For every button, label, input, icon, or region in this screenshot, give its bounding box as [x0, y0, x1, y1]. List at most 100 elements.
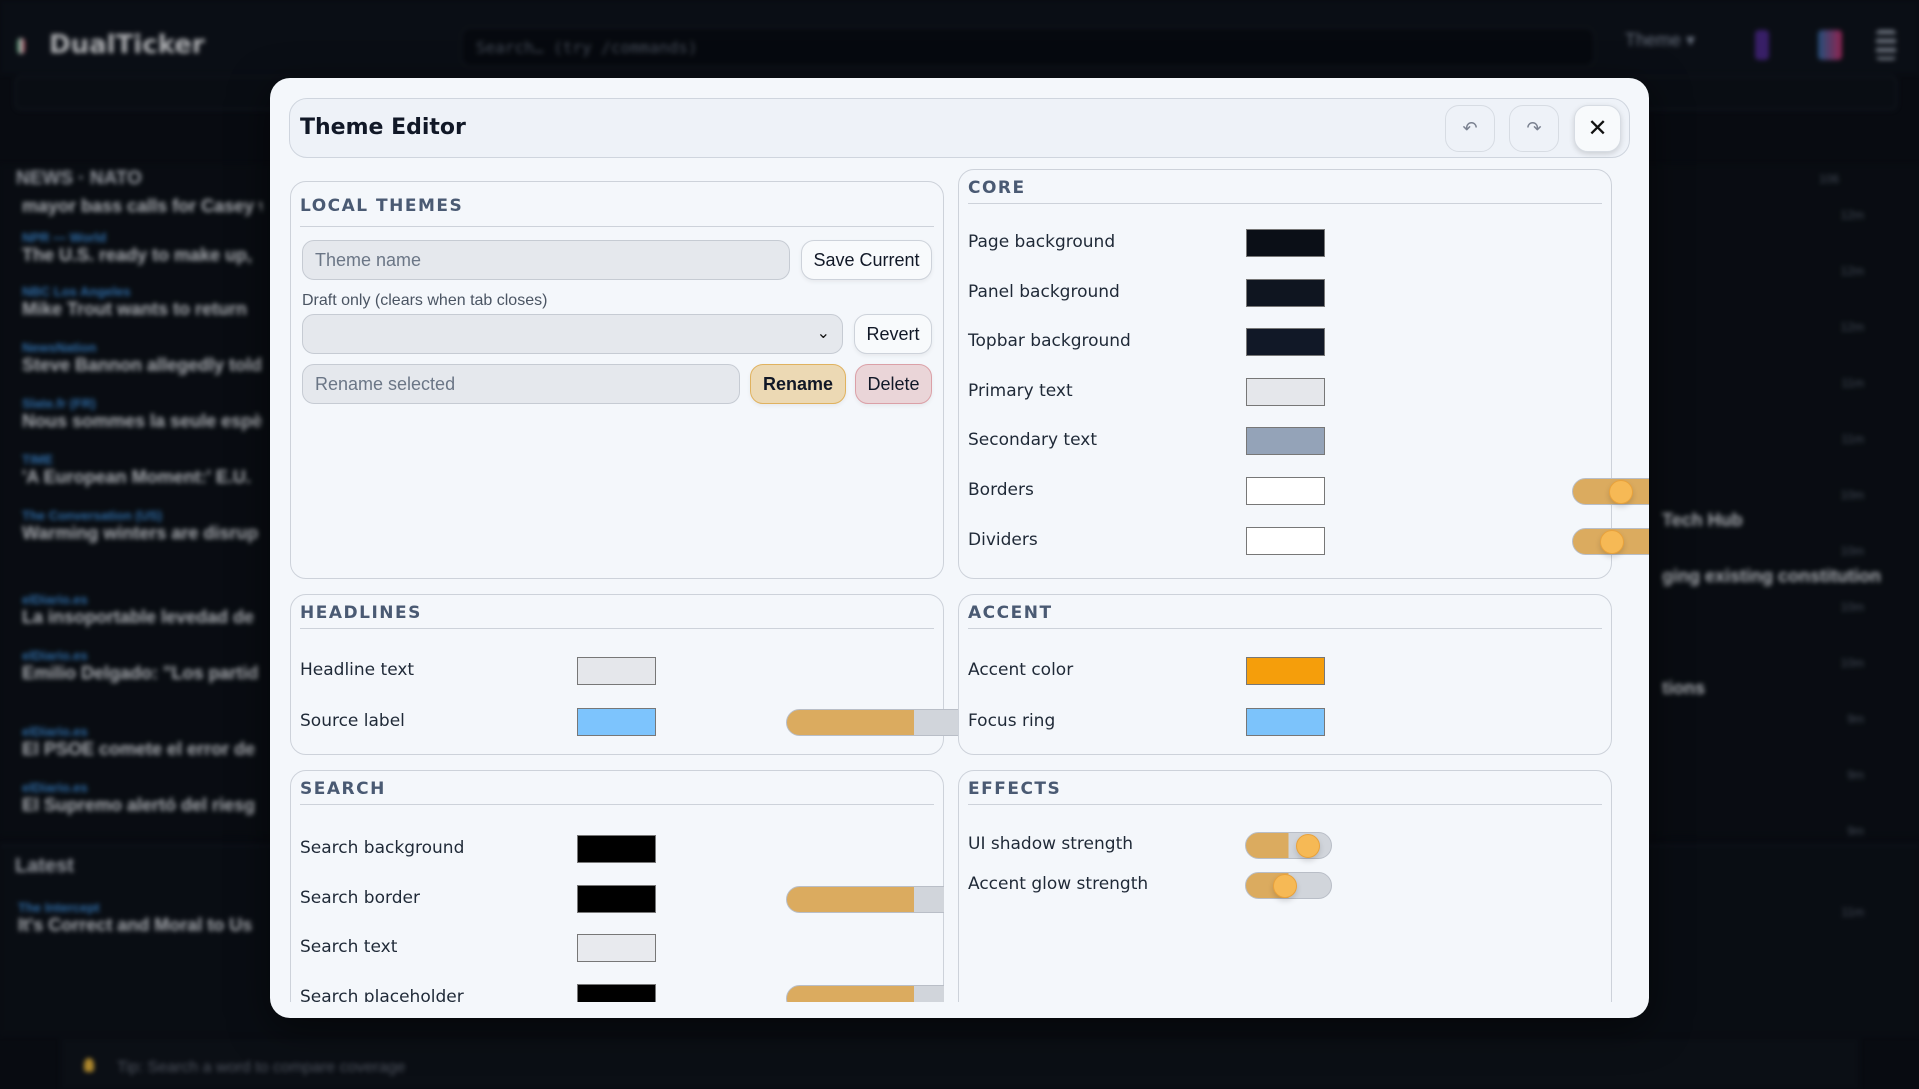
setting-row: Secondary text: [968, 426, 1611, 456]
color-swatch[interactable]: [577, 884, 656, 913]
news-time: 12m: [1840, 320, 1864, 334]
news-item[interactable]: NewsNation Steve Bannon allegedly told: [22, 340, 262, 376]
opacity-slider[interactable]: [786, 885, 944, 913]
color-swatch[interactable]: [577, 835, 656, 863]
setting-row: Topbar background: [968, 327, 1611, 357]
news-time: 12m: [1840, 264, 1864, 278]
news-item[interactable]: elDiario.es El PSOE comete el error de: [22, 724, 255, 760]
news-item[interactable]: elDiario.es La insoportable levedad de: [22, 592, 254, 628]
theme-name-input[interactable]: Theme name: [302, 240, 790, 280]
color-swatch[interactable]: [1246, 526, 1325, 555]
redo-icon: ↷: [1526, 118, 1542, 138]
moon-icon[interactable]: [1755, 30, 1769, 60]
color-swatch[interactable]: [1246, 708, 1325, 736]
search-section: SEARCH Search background Search border Sear…: [290, 770, 944, 1007]
color-swatch[interactable]: [1246, 328, 1325, 357]
news-time: 9m: [1847, 824, 1864, 838]
news-item[interactable]: NBC Los Angeles Mike Trout wants to retur…: [22, 284, 247, 320]
setting-row: Headline text: [300, 656, 943, 686]
news-time: 12m: [1840, 208, 1864, 222]
news-item[interactable]: NPR — World The U.S. ready to make up,: [22, 230, 252, 266]
undo-button[interactable]: ↶: [1445, 105, 1495, 152]
setting-label: Primary text: [968, 380, 1073, 401]
news-item[interactable]: elDiario.es Emilio Delgado: "Los partid: [22, 648, 259, 684]
section-title: LOCAL THEMES: [300, 196, 464, 216]
news-source: elDiario.es: [22, 648, 88, 663]
setting-label: UI shadow strength: [968, 834, 1134, 854]
news-source: TIME: [22, 452, 54, 467]
color-swatch[interactable]: [1246, 377, 1325, 406]
close-button[interactable]: ✕: [1574, 105, 1621, 152]
slider-thumb[interactable]: [1273, 874, 1298, 898]
setting-label: Search background: [300, 838, 465, 858]
news-count: 106: [1818, 172, 1839, 186]
theme-select[interactable]: ⌄: [302, 314, 843, 354]
rename-input[interactable]: Rename selected: [302, 364, 740, 404]
news-time: 11m: [1841, 376, 1864, 390]
color-swatch[interactable]: [1246, 229, 1325, 257]
opacity-slider[interactable]: [786, 984, 944, 1002]
news-item[interactable]: mayor bass calls for Casey w: [22, 196, 262, 217]
setting-label: Dividers: [968, 529, 1038, 550]
menu-icon[interactable]: [1876, 30, 1896, 60]
revert-button[interactable]: Revert: [854, 314, 932, 354]
news-item[interactable]: TIME 'A European Moment:' E.U.: [22, 452, 251, 488]
lightbulb-icon: [84, 1058, 94, 1072]
slider-thumb[interactable]: [1608, 480, 1633, 504]
save-current-button[interactable]: Save Current: [801, 240, 932, 280]
news-headline: El PSOE comete el error de: [22, 739, 256, 759]
slider-thumb[interactable]: [1599, 529, 1624, 554]
setting-label: Source label: [300, 711, 405, 731]
strength-slider[interactable]: [1245, 872, 1332, 899]
local-themes-section: LOCAL THEMES Theme name Save Current Dra…: [290, 181, 944, 579]
setting-label: Search placeholder: [300, 986, 464, 1007]
modal-header: Theme Editor ↶ ↷ ✕: [289, 98, 1630, 158]
news-item[interactable]: The Conversation (US) Warming winters are…: [22, 508, 258, 544]
setting-row: Dividers: [968, 526, 1649, 556]
setting-row: Borders: [968, 476, 1649, 506]
setting-row: Primary text: [968, 377, 1611, 407]
color-swatch[interactable]: [577, 657, 656, 685]
strength-slider[interactable]: [1245, 832, 1332, 859]
news-item[interactable]: Tech Hub: [1662, 510, 1743, 531]
news-item[interactable]: ging existing constitution: [1662, 566, 1881, 587]
theme-dropdown[interactable]: Theme ▾: [1625, 30, 1696, 50]
setting-row: Accent color: [968, 656, 1611, 686]
divider: [300, 628, 934, 629]
accent-section: ACCENT Accent color Focus ring: [958, 594, 1612, 755]
news-headline: El Supremo alertó del riesg: [22, 795, 256, 815]
opacity-slider[interactable]: [1572, 527, 1649, 555]
news-item[interactable]: elDiario.es El Supremo alertó del riesg: [22, 780, 255, 816]
slider-thumb[interactable]: [1295, 834, 1320, 858]
app-logo: DualTicker: [49, 30, 205, 60]
color-swatch[interactable]: [577, 934, 656, 963]
color-swatch[interactable]: [577, 708, 656, 736]
opacity-slider[interactable]: [1572, 478, 1649, 505]
news-time: 10m: [1840, 488, 1864, 502]
news-header: NEWS · NATO: [16, 168, 142, 189]
news-source: NewsNation: [22, 340, 97, 355]
color-swatch[interactable]: [1246, 427, 1325, 456]
delete-button[interactable]: Delete: [855, 364, 932, 404]
color-swatch[interactable]: [1246, 278, 1325, 307]
app-search-input[interactable]: Search… (try /commands): [461, 27, 1595, 67]
redo-button[interactable]: ↷: [1509, 105, 1559, 152]
color-swatch[interactable]: [1246, 477, 1325, 505]
setting-label: Accent color: [968, 660, 1074, 680]
color-swatch[interactable]: [1246, 657, 1325, 685]
palette-icon[interactable]: [1818, 30, 1842, 60]
setting-label: Headline text: [300, 660, 415, 680]
setting-row: Search placeholder: [300, 983, 944, 1007]
latest-item[interactable]: The Intercept It's Correct and Moral to …: [18, 900, 253, 935]
rename-button[interactable]: Rename: [750, 364, 846, 404]
chevron-down-icon: ⌄: [816, 325, 830, 342]
news-item[interactable]: Slate.fr (FR) Nous sommes la seule espè: [22, 396, 262, 432]
news-time: 9m: [1847, 712, 1864, 726]
section-title: ACCENT: [968, 603, 1053, 623]
color-swatch[interactable]: [577, 983, 656, 1002]
news-item[interactable]: tions: [1662, 678, 1705, 699]
news-source: elDiario.es: [22, 780, 88, 795]
section-title: CORE: [968, 178, 1026, 198]
news-source: elDiario.es: [22, 724, 88, 739]
section-title: SEARCH: [300, 779, 386, 799]
